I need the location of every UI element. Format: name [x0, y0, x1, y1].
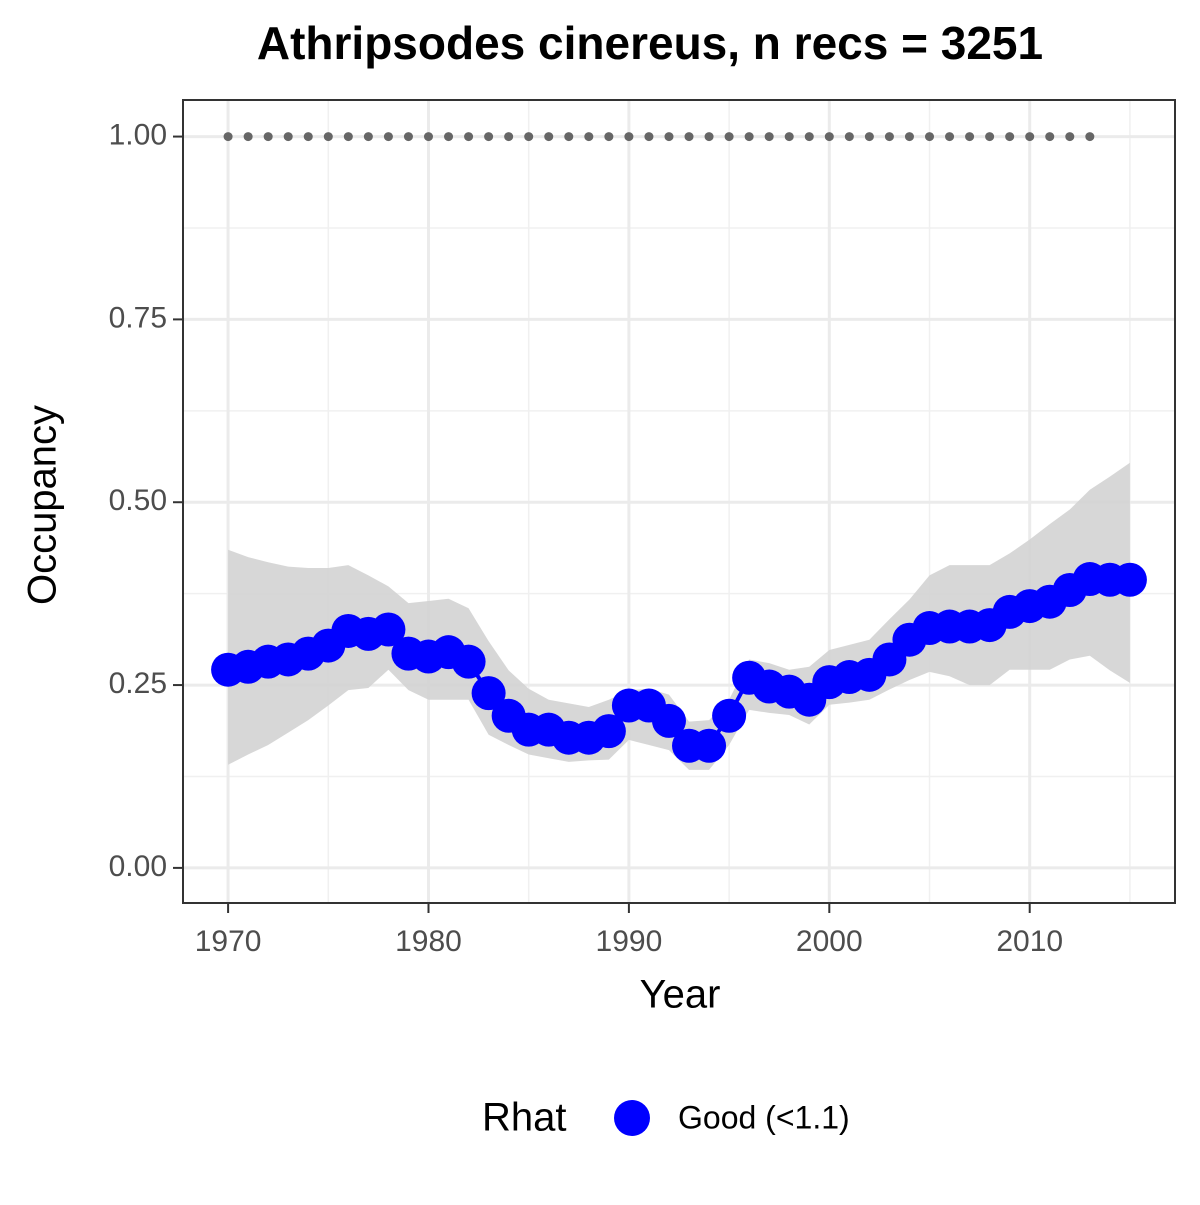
reference-dot [925, 132, 935, 142]
reference-dot [1065, 132, 1075, 142]
x-tick-label: 2000 [796, 925, 863, 958]
reference-dot [303, 132, 313, 142]
x-tick-label: 1990 [596, 925, 663, 958]
reference-dot [904, 132, 914, 142]
reference-dot [644, 132, 654, 142]
reference-dot [283, 132, 293, 142]
legend-label: Good (<1.1) [678, 1099, 850, 1135]
confidence-ribbon [228, 462, 1130, 770]
reference-dot [985, 132, 995, 142]
reference-dot [504, 132, 514, 142]
reference-dot [544, 132, 554, 142]
reference-dot [363, 132, 373, 142]
reference-dot [464, 132, 474, 142]
reference-dot [724, 132, 734, 142]
point [712, 698, 747, 733]
reference-dot [1025, 132, 1035, 142]
reference-dot [1005, 132, 1015, 142]
y-tick-label: 0.00 [109, 850, 167, 883]
y-axis-label: Occupancy [21, 405, 65, 605]
reference-dot [1045, 132, 1055, 142]
reference-dot [965, 132, 975, 142]
reference-dot [1085, 132, 1095, 142]
point [1112, 562, 1147, 597]
reference-dot [704, 132, 714, 142]
reference-dot [864, 132, 874, 142]
point [451, 644, 486, 679]
reference-dot [484, 132, 494, 142]
y-tick-label: 0.75 [109, 301, 167, 334]
reference-dot [784, 132, 794, 142]
x-tick-label: 1970 [195, 925, 262, 958]
reference-dot [764, 132, 774, 142]
point [591, 714, 626, 749]
point [651, 703, 686, 738]
reference-dot [243, 132, 253, 142]
legend-symbol [614, 1100, 650, 1136]
point [692, 728, 727, 763]
reference-dot [945, 132, 955, 142]
reference-dot [664, 132, 674, 142]
reference-dot [884, 132, 894, 142]
reference-dot [844, 132, 854, 142]
reference-dot [624, 132, 634, 142]
reference-dot [604, 132, 614, 142]
y-tick-label: 0.50 [109, 484, 167, 517]
chart-title: Athripsodes cinereus, n recs = 3251 [257, 17, 1043, 69]
point [471, 676, 506, 711]
x-axis-label: Year [640, 973, 721, 1017]
reference-dot [524, 132, 534, 142]
y-tick-label: 0.25 [109, 667, 167, 700]
reference-dot [744, 132, 754, 142]
reference-dot [403, 132, 413, 142]
reference-dot [423, 132, 433, 142]
point [371, 612, 406, 647]
reference-dot [824, 132, 834, 142]
x-tick-label: 1980 [395, 925, 462, 958]
reference-dot [223, 132, 233, 142]
legend-title: Rhat [482, 1096, 567, 1140]
reference-dot [804, 132, 814, 142]
reference-dot [263, 132, 273, 142]
reference-dot [444, 132, 454, 142]
reference-dot [584, 132, 594, 142]
reference-dot [684, 132, 694, 142]
plot-border [182, 99, 1176, 904]
reference-dot [383, 132, 393, 142]
reference-dot [564, 132, 574, 142]
x-tick-label: 2010 [996, 925, 1063, 958]
reference-dot [343, 132, 353, 142]
y-tick-label: 1.00 [109, 118, 167, 151]
reference-dot [323, 132, 333, 142]
